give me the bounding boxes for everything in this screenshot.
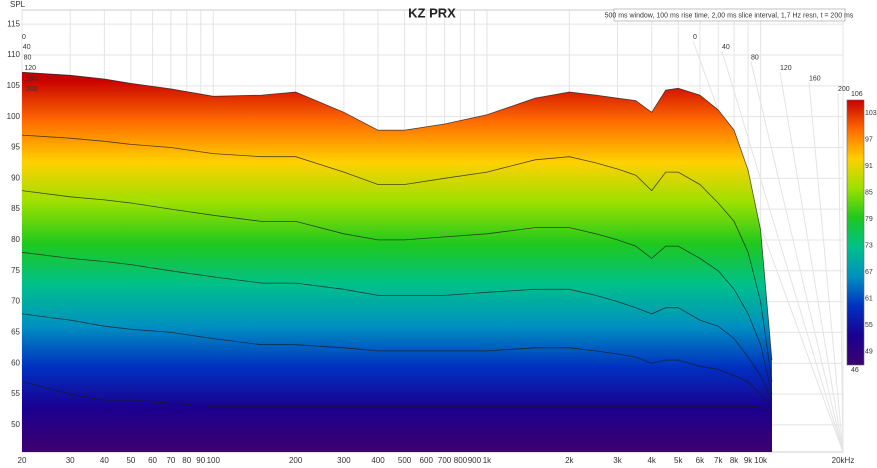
- x-tick-label: 40: [100, 456, 109, 465]
- colorbar: [846, 99, 865, 366]
- depth-tick-label: 160: [25, 75, 37, 82]
- depth-tick-label: 200: [26, 86, 38, 93]
- y-tick-label: 85: [11, 204, 20, 213]
- slice-line: [21, 313, 773, 407]
- x-tick-label: 60: [148, 456, 157, 465]
- depth-grid-line: [779, 72, 844, 453]
- x-tick-label: 1k: [483, 456, 492, 465]
- colorbar-tick-label: 103: [865, 110, 877, 117]
- depth-grid-line: [808, 82, 844, 453]
- colorbar-tick-label: 61: [865, 296, 873, 303]
- colorbar-tick-label: 91: [865, 163, 873, 170]
- x-tick-label: 200: [289, 456, 303, 465]
- x-tick-label: 700: [438, 456, 452, 465]
- colorbar-tick-label: 49: [865, 349, 873, 356]
- info-box: [613, 8, 846, 22]
- colorbar-label: 106: [851, 91, 863, 98]
- x-tick-label: 3k: [613, 456, 622, 465]
- colorbar-tick-label: 85: [865, 190, 873, 197]
- y-tick-label: 95: [11, 143, 20, 152]
- y-tick-label: 100: [7, 112, 21, 121]
- y-tick-label: 105: [7, 81, 21, 90]
- depth-tick-label: 200: [838, 86, 850, 93]
- y-tick-label: 115: [7, 19, 20, 28]
- colorbar-tick-label: 79: [865, 216, 873, 223]
- y-tick-label: 90: [11, 173, 20, 182]
- x-tick-label: 5k: [674, 456, 683, 465]
- x-tick-label: 300: [337, 456, 351, 465]
- y-tick-label: 60: [11, 358, 20, 367]
- slice-line: [21, 381, 773, 413]
- colorbar-tick-label: 97: [865, 137, 873, 144]
- x-tick-label: 90: [196, 456, 205, 465]
- y-tick-label: 75: [11, 266, 20, 275]
- slice-line: [21, 134, 773, 382]
- x-tick-label: 10k: [754, 456, 768, 465]
- x-tick-label: 400: [371, 456, 385, 465]
- slice-fill: [22, 381, 772, 452]
- depth-tick-label: 120: [24, 65, 36, 72]
- slice-line: [21, 190, 773, 395]
- x-tick-label: 500: [398, 456, 412, 465]
- depth-tick-label: 120: [780, 65, 792, 72]
- x-tick-label: 2k: [565, 456, 574, 465]
- slice-line: [21, 71, 773, 361]
- depth-tick-label: 40: [722, 44, 730, 51]
- x-tick-label: 50: [126, 456, 135, 465]
- depth-tick-label: 80: [24, 55, 32, 62]
- x-tick-label: 9k: [744, 456, 753, 465]
- x-tick-label: 20kHz: [832, 456, 855, 465]
- x-tick-label: 70: [166, 456, 175, 465]
- y-tick-label: 70: [11, 297, 20, 306]
- x-tick-label: 6k: [696, 456, 705, 465]
- slice-line: [21, 251, 773, 401]
- depth-tick-label: 80: [751, 55, 759, 62]
- depth-tick-label: 40: [23, 44, 31, 51]
- x-tick-label: 7k: [714, 456, 723, 465]
- y-axis-label: SPL: [10, 0, 26, 9]
- x-tick-label: 800: [454, 456, 468, 465]
- x-tick-label: 30: [66, 456, 75, 465]
- colorbar-tick-label: 67: [865, 269, 873, 276]
- x-tick-label: 8k: [730, 456, 739, 465]
- depth-tick-label: 0: [22, 34, 26, 41]
- chart-title: KZ PRX: [408, 5, 456, 20]
- x-tick-label: 100: [207, 456, 221, 465]
- y-tick-label: 110: [7, 50, 20, 59]
- y-tick-label: 55: [11, 389, 20, 398]
- y-tick-label: 50: [11, 420, 20, 429]
- y-tick-label: 80: [11, 235, 20, 244]
- depth-tick-label: 160: [809, 75, 821, 82]
- depth-grid-line: [837, 92, 844, 453]
- info-text: 500 ms window, 100 ms rise time, 2,00 ms…: [605, 12, 854, 19]
- colorbar-label: 46: [851, 367, 859, 374]
- depth-grid-line: [721, 51, 844, 453]
- x-tick-label: 4k: [647, 456, 656, 465]
- x-tick-label: 80: [182, 456, 191, 465]
- x-tick-label: 900: [468, 456, 482, 465]
- x-tick-label: 20: [18, 456, 27, 465]
- x-tick-label: 600: [420, 456, 434, 465]
- depth-grid-line: [750, 61, 844, 453]
- colorbar-tick-label: 73: [865, 243, 873, 250]
- depth-tick-label: 0: [693, 34, 697, 41]
- y-tick-label: 65: [11, 328, 20, 337]
- colorbar-tick-label: 55: [865, 322, 873, 329]
